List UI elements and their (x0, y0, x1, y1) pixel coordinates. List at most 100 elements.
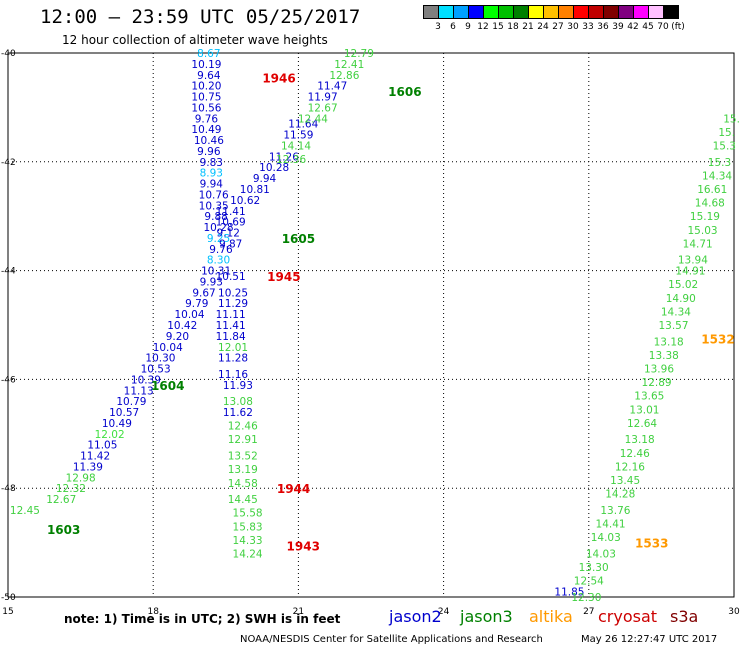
swh-value-label: 9.93 (200, 276, 223, 288)
axis-ticks: 15 18 21 24 27 30 -40 -42 -44 -46 -48 -50 (1, 49, 740, 617)
swh-value-label: 12.54 (574, 576, 604, 588)
swh-value-label: 10.04 (153, 342, 183, 354)
colorbar-label: 12 (477, 22, 489, 32)
swh-value-label: 15.3 (708, 157, 731, 169)
pass-labels: 1946 1606 1605 1945 1604 1944 1603 1943 1532 1533 (47, 71, 735, 553)
swh-value-label: 14.03 (591, 532, 621, 544)
colorbar-label: 70 (657, 22, 669, 32)
swh-value-label: 14.45 (228, 494, 258, 506)
swh-value-label: 13.08 (223, 396, 253, 408)
y-tick-label: -46 (1, 375, 16, 385)
swh-value-label: 16.61 (697, 184, 727, 196)
swh-value-label: 15.03 (688, 225, 718, 237)
colorbar-label: 9 (465, 22, 471, 32)
swh-value-label: 11.41 (216, 320, 246, 332)
swh-value-label: 10.35 (199, 200, 229, 212)
colorbar-label: 24 (537, 22, 549, 32)
chart-title: 12:00 – 23:59 UTC 05/25/2017 (40, 6, 361, 28)
swh-value-label: 11.59 (283, 130, 313, 142)
pass-id-label: 1605 (282, 232, 315, 246)
swh-value-label: 10.76 (199, 189, 229, 201)
y-tick-label: -40 (1, 49, 16, 59)
colorbar-label: 3 (435, 22, 441, 32)
colorbar-label: 33 (582, 22, 594, 32)
x-tick-label: 15 (2, 607, 13, 617)
swh-value-label: 10.31 (201, 266, 231, 278)
colorbar-label: 39 (612, 22, 624, 32)
swh-value-label: 13.18 (654, 336, 684, 348)
swh-value-label: 12.64 (627, 418, 657, 430)
swh-value-label: 13.30 (579, 562, 609, 574)
pass-id-label: 1603 (47, 523, 80, 537)
swh-value-label: 14.41 (596, 519, 626, 531)
swh-value-label: 10.28 (259, 162, 289, 174)
legend-jason3: jason3 (460, 607, 513, 626)
swh-value-label: 11.41 (216, 206, 246, 218)
swh-value-label: 12.91 (228, 434, 258, 446)
swh-value-label: 10.81 (240, 184, 270, 196)
colorbar-label: 18 (507, 22, 519, 32)
swh-value-label: 13.18 (625, 434, 655, 446)
colorbar-label: 42 (627, 22, 639, 32)
swh-value-label: 15. (718, 127, 735, 139)
swh-value-label: 8.67 (197, 48, 220, 60)
swh-value-label: 10.20 (191, 81, 221, 93)
swh-value-label: 10.75 (191, 92, 221, 104)
swh-value-label: 10.51 (216, 271, 246, 283)
swh-value-label: 11.97 (308, 92, 338, 104)
swh-value-label: 13.38 (649, 350, 679, 362)
swh-value-label: 9.12 (217, 228, 240, 240)
swh-value-label: 13.76 (600, 505, 630, 517)
swh-value-label: 15.58 (233, 508, 263, 520)
legend-altika: altika (529, 607, 573, 626)
colorbar-label: 15 (492, 22, 504, 32)
swh-value-label: 11.11 (216, 309, 246, 321)
colorbar-label: (ft) (671, 22, 685, 32)
swh-value-label: 12.46 (228, 421, 258, 433)
swh-value-label: 9.25 (207, 233, 230, 245)
swh-value-label: 12.30 (571, 592, 601, 604)
pass-id-label: 1945 (267, 270, 300, 284)
swh-value-label: 11.64 (288, 119, 318, 131)
x-tick-label: 21 (293, 607, 304, 617)
pass-id-label: 1944 (277, 482, 310, 496)
swh-value-label: 10.19 (191, 59, 221, 71)
y-tick-label: -42 (1, 158, 16, 168)
swh-value-label: 11.39 (73, 461, 103, 473)
swh-value-label: 8.93 (200, 168, 223, 180)
swh-value-label: 12.46 (620, 448, 650, 460)
grid-lines (8, 53, 734, 597)
swh-value-label: 11.84 (216, 331, 246, 343)
swh-value-label: 13.01 (629, 404, 659, 416)
swh-value-label: 11.13 (124, 385, 154, 397)
swh-value-label: 15.19 (690, 211, 720, 223)
swh-value-label: 9.96 (197, 146, 221, 158)
swh-value-label: 10.25 (218, 287, 248, 299)
swh-value-label: 12.67 (308, 102, 338, 114)
swh-value-label: 12.45 (10, 505, 40, 517)
swh-value-label: 14.28 (605, 489, 635, 501)
legend-jason2: jason2 (389, 607, 442, 626)
swh-value-label: 9.67 (192, 287, 215, 299)
swh-value-label: 10.57 (109, 407, 139, 419)
swh-value-label: 11.47 (317, 81, 347, 93)
swh-value-label: 14.91 (675, 266, 705, 278)
swh-value-label: 9.76 (209, 244, 233, 256)
swh-value-label: 9.87 (219, 238, 242, 250)
swh-value-label: 10.39 (131, 374, 161, 386)
colorbar-labels: 3 6 9 12 15 18 21 24 27 30 33 36 39 42 45 70 (ft) (423, 22, 740, 34)
x-tick-label: 30 (728, 607, 740, 617)
swh-value-label: 10.04 (174, 309, 204, 321)
swh-value-label: 10.79 (116, 396, 146, 408)
swh-value-label: 12.01 (218, 342, 248, 354)
swh-value-label: 14.33 (233, 535, 263, 547)
pass-id-label: 1606 (388, 85, 421, 99)
swh-value-label: 10.28 (204, 222, 234, 234)
colorbar-label: 45 (642, 22, 654, 32)
generated-timestamp: May 26 12:27:47 UTC 2017 (581, 634, 718, 645)
swh-value-label: 14.68 (695, 198, 725, 210)
swh-value-label: 12.02 (95, 429, 125, 441)
colorbar-label: 36 (597, 22, 609, 32)
swh-value-label: 10.56 (191, 102, 221, 114)
